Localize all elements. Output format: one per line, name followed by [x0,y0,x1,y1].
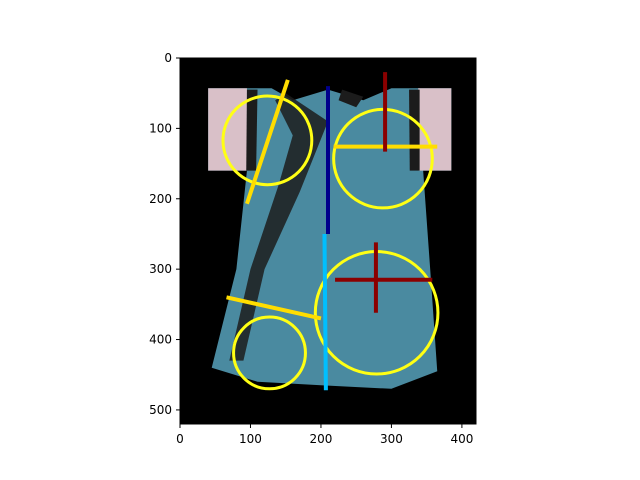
circle-mark [332,107,434,210]
line-mark [322,233,328,391]
collar-trim [338,89,364,108]
line-mark [245,79,290,205]
y-tick-label: 100 [149,121,172,135]
y-tick-label: 400 [149,333,172,347]
left-cuff-trim [246,89,258,171]
robe-body [208,88,452,389]
annotation-overlay [221,72,440,391]
x-tick-label: 200 [309,432,332,446]
x-tick-label: 0 [176,432,184,446]
y-axis: 0 100 200 300 400 500 [149,51,180,417]
circle-mark [221,94,314,187]
y-tick-label: 0 [164,51,172,65]
x-axis: 0 100 200 300 400 [176,424,473,446]
x-tick-label: 100 [239,432,262,446]
front-panel-trim [229,93,328,361]
circle-mark [232,315,307,391]
x-tick-label: 400 [450,432,473,446]
right-cuff-trim [409,89,420,171]
y-tick-label: 200 [149,192,172,206]
axes-frame [179,57,477,425]
line-mark [226,295,322,321]
y-tick-label: 500 [149,403,172,417]
right-sleeve [418,88,452,171]
y-tick-label: 300 [149,262,172,276]
x-tick-label: 300 [380,432,403,446]
